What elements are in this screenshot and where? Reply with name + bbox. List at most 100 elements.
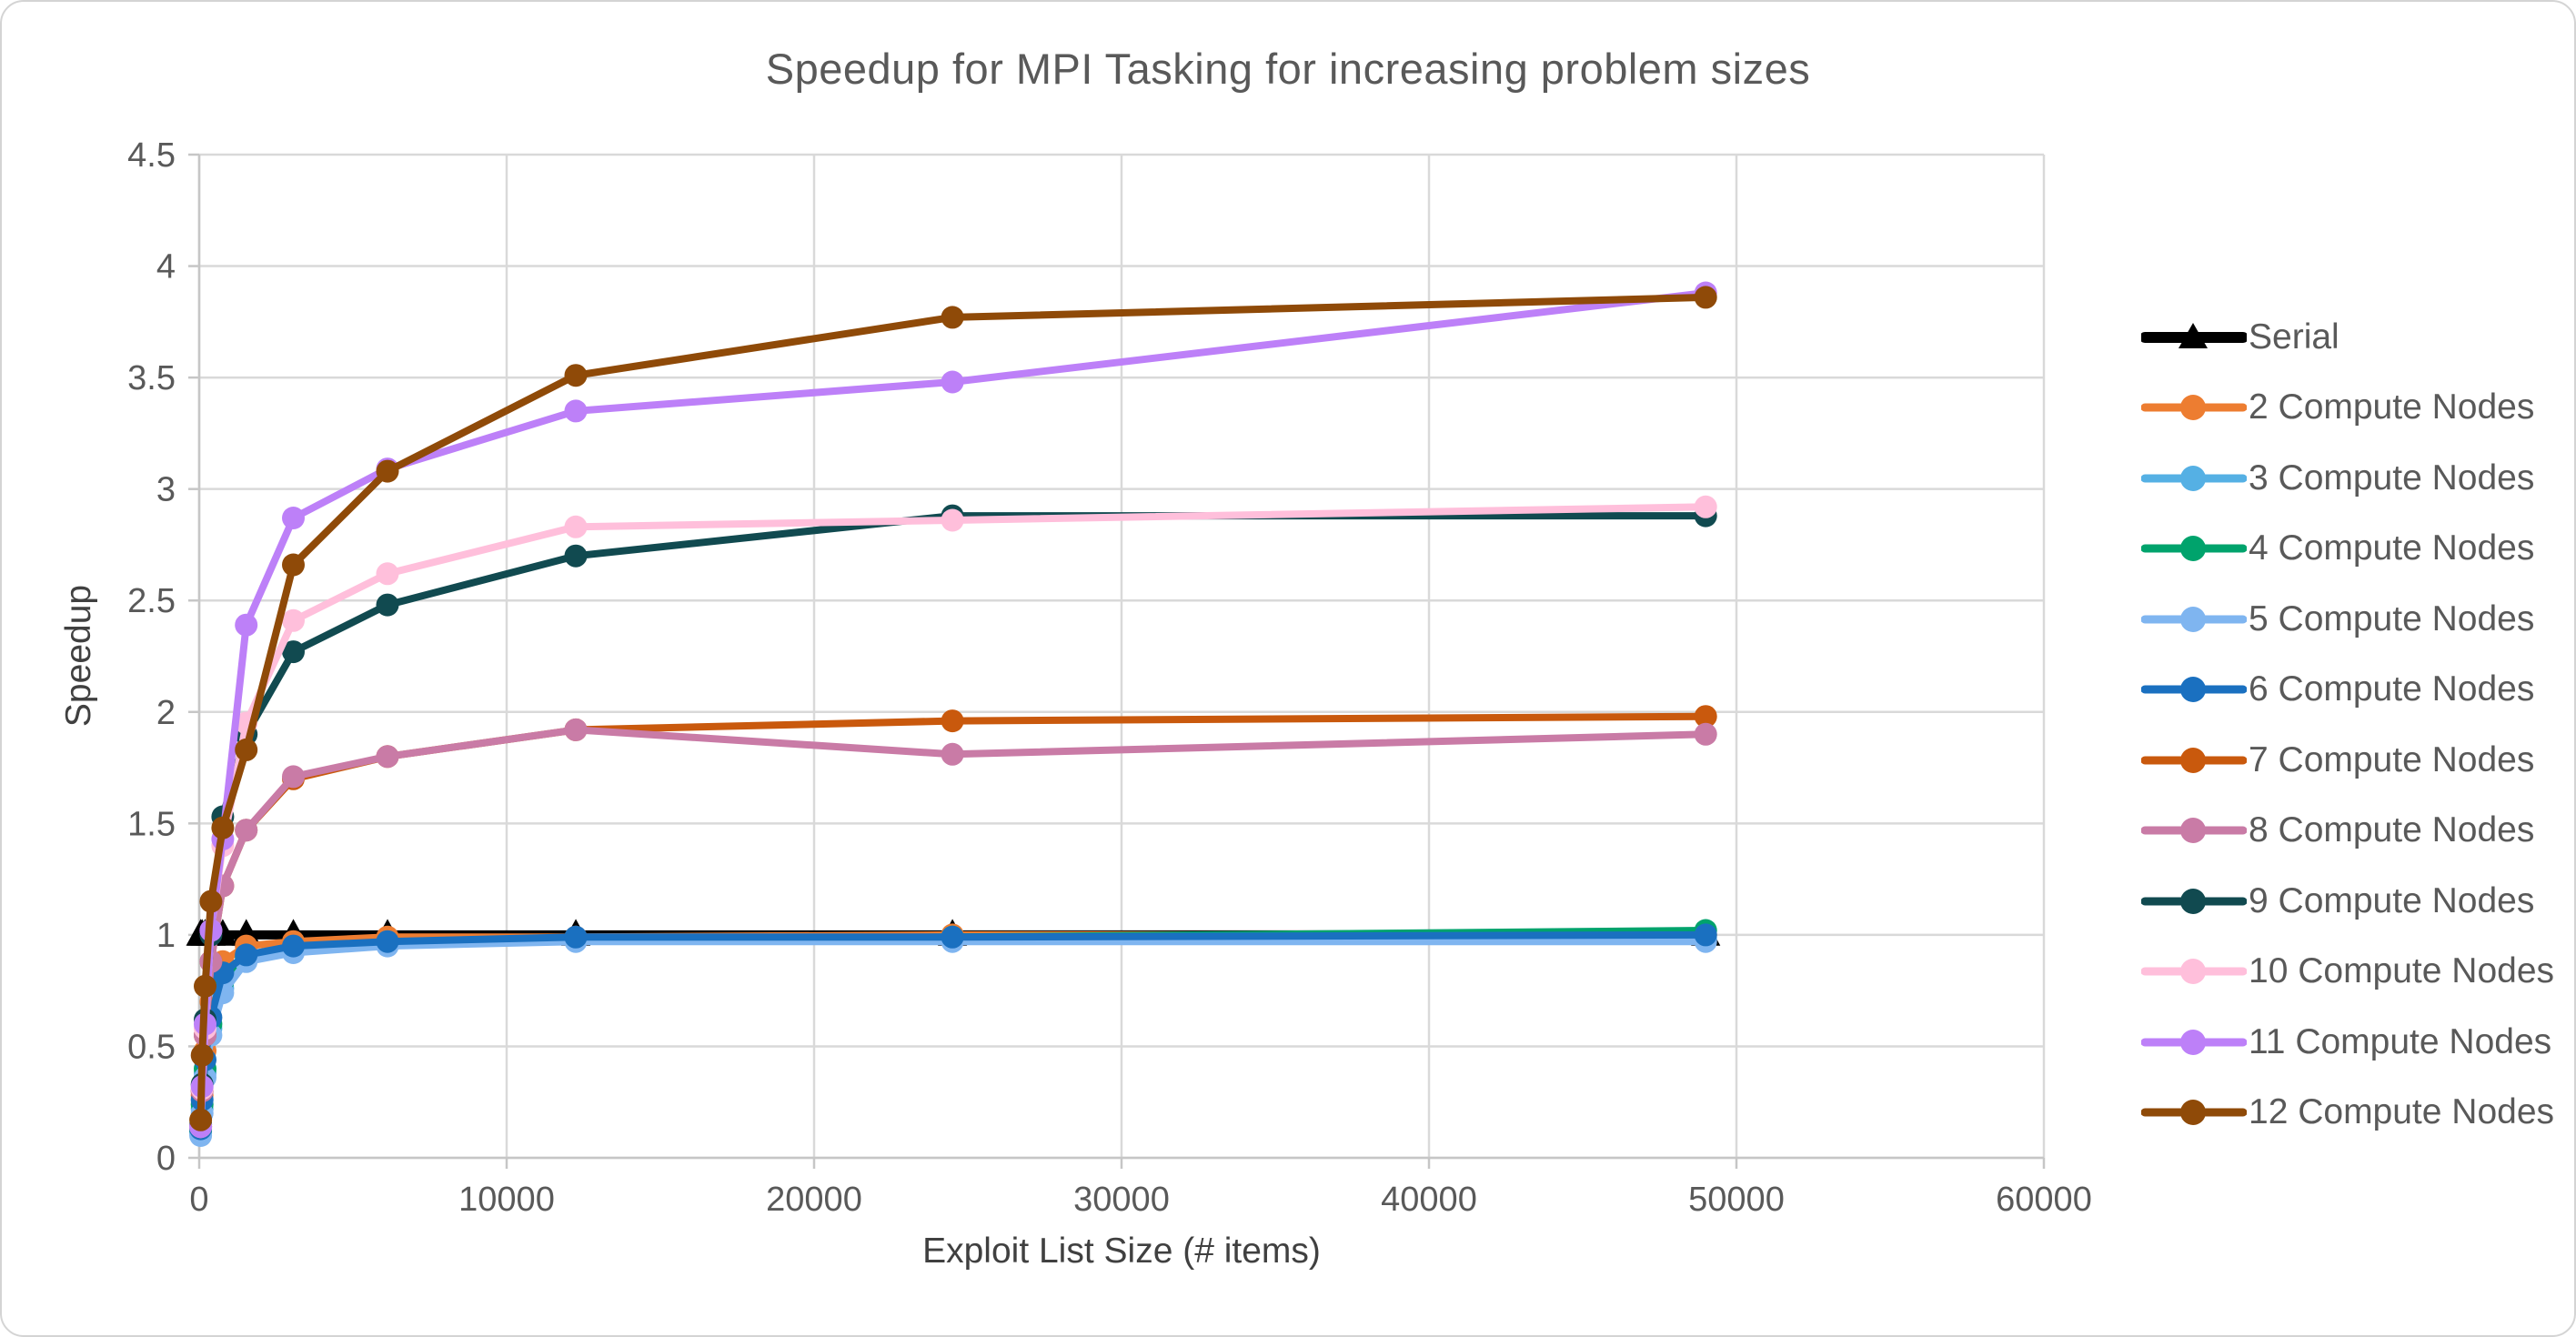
legend-item: 2 Compute Nodes — [2141, 373, 2569, 444]
x-tick-label: 20000 — [766, 1181, 862, 1219]
y-tick-label: 4.5 — [127, 136, 176, 175]
legend-item: 5 Compute Nodes — [2141, 584, 2569, 655]
data-point-marker — [941, 306, 964, 329]
legend-item: 3 Compute Nodes — [2141, 443, 2569, 514]
legend-label: 7 Compute Nodes — [2249, 739, 2535, 779]
legend-label: 12 Compute Nodes — [2249, 1092, 2555, 1132]
legend-label: 9 Compute Nodes — [2249, 880, 2535, 920]
y-tick-label: 1 — [156, 917, 176, 955]
legend-label: 2 Compute Nodes — [2249, 387, 2535, 427]
legend-item: 7 Compute Nodes — [2141, 725, 2569, 796]
series-markers — [189, 286, 1717, 1131]
data-point-marker — [211, 816, 235, 839]
data-point-marker — [941, 508, 964, 532]
series-line — [196, 930, 1710, 1133]
data-point-marker — [564, 718, 588, 741]
legend-label: 4 Compute Nodes — [2249, 528, 2535, 568]
legend-key-icon — [2141, 606, 2247, 632]
x-tick-label: 30000 — [1073, 1181, 1170, 1219]
chart-title: Speedup for MPI Tasking for increasing p… — [765, 45, 1811, 93]
y-tick-label: 0.5 — [127, 1028, 176, 1066]
legend-item: 6 Compute Nodes — [2141, 655, 2569, 726]
data-point-marker — [376, 459, 399, 483]
data-point-marker — [376, 930, 399, 953]
data-point-marker — [199, 890, 223, 913]
data-point-marker — [564, 364, 588, 387]
series-line — [196, 927, 1710, 1135]
legend-label: 5 Compute Nodes — [2249, 598, 2535, 638]
legend-item: 12 Compute Nodes — [2141, 1078, 2569, 1149]
series-markers — [189, 923, 1717, 1139]
data-point-marker — [282, 934, 305, 958]
legend-item: Serial — [2141, 302, 2569, 373]
x-tick-label: 0 — [189, 1181, 208, 1219]
data-point-marker — [941, 370, 964, 394]
y-tick-label: 0 — [156, 1140, 176, 1178]
data-point-marker — [376, 562, 399, 586]
legend-key-icon — [2141, 677, 2247, 703]
data-point-marker — [282, 507, 305, 529]
y-tick-label: 3.5 — [127, 359, 176, 397]
series-line — [196, 930, 1710, 1131]
data-point-marker — [190, 1043, 214, 1067]
legend-item: 8 Compute Nodes — [2141, 796, 2569, 867]
y-tick-label: 2.5 — [127, 582, 176, 620]
legend-key-icon — [2141, 1029, 2247, 1055]
y-tick-label: 2 — [156, 694, 176, 732]
data-point-marker — [194, 974, 216, 998]
data-point-marker — [564, 515, 588, 538]
legend-key-icon — [2141, 395, 2247, 421]
legend-label: 6 Compute Nodes — [2249, 669, 2535, 709]
series-line — [196, 512, 1710, 1129]
series-markers — [189, 928, 1717, 1145]
data-point-marker — [941, 742, 964, 766]
legend-item: 4 Compute Nodes — [2141, 514, 2569, 585]
data-point-marker — [564, 925, 588, 949]
series-markers — [189, 495, 1717, 1139]
y-tick-label: 3 — [156, 471, 176, 509]
data-point-marker — [1694, 923, 1717, 947]
x-tick-label: 60000 — [1996, 1181, 2092, 1219]
data-point-marker — [564, 399, 588, 423]
data-point-marker — [1694, 495, 1717, 518]
x-tick-label: 50000 — [1688, 1181, 1785, 1219]
x-axis-title: Exploit List Size (# items) — [922, 1231, 1321, 1271]
series-markers — [189, 923, 1717, 1141]
legend-label: 11 Compute Nodes — [2249, 1021, 2552, 1061]
data-point-marker — [282, 765, 305, 789]
data-point-marker — [941, 925, 964, 949]
data-point-marker — [376, 745, 399, 769]
legend-key-icon — [2141, 818, 2247, 844]
legend: Serial 2 Compute Nodes 3 Compute Nodes 4 Co… — [2141, 302, 2569, 1148]
data-point-marker — [1694, 722, 1717, 746]
legend-item: 10 Compute Nodes — [2141, 937, 2569, 1008]
x-tick-label: 10000 — [458, 1181, 555, 1219]
series-markers — [189, 930, 1717, 1147]
data-point-marker — [564, 544, 588, 568]
data-point-marker — [282, 608, 305, 632]
series-line — [196, 935, 1710, 1137]
legend-key-icon — [2141, 536, 2247, 562]
data-point-marker — [235, 943, 258, 967]
series-line — [196, 938, 1710, 1140]
data-point-marker — [235, 738, 258, 761]
legend-item: 9 Compute Nodes — [2141, 866, 2569, 937]
data-point-marker — [282, 640, 305, 664]
x-tick-label: 40000 — [1381, 1181, 1477, 1219]
legend-key-icon — [2141, 1100, 2247, 1126]
data-point-marker — [376, 593, 399, 617]
data-point-marker — [282, 553, 305, 577]
legend-label: 10 Compute Nodes — [2249, 951, 2555, 991]
y-tick-label: 1.5 — [127, 805, 176, 843]
legend-label: 3 Compute Nodes — [2249, 457, 2535, 498]
legend-key-icon — [2141, 322, 2247, 348]
y-tick-label: 4 — [156, 248, 176, 286]
data-point-marker — [235, 819, 258, 842]
series-line — [196, 293, 1710, 1124]
y-axis-title: Speedup — [59, 584, 98, 728]
legend-label: 8 Compute Nodes — [2249, 810, 2535, 850]
legend-label: Serial — [2249, 317, 2340, 357]
legend-item: 11 Compute Nodes — [2141, 1007, 2569, 1078]
